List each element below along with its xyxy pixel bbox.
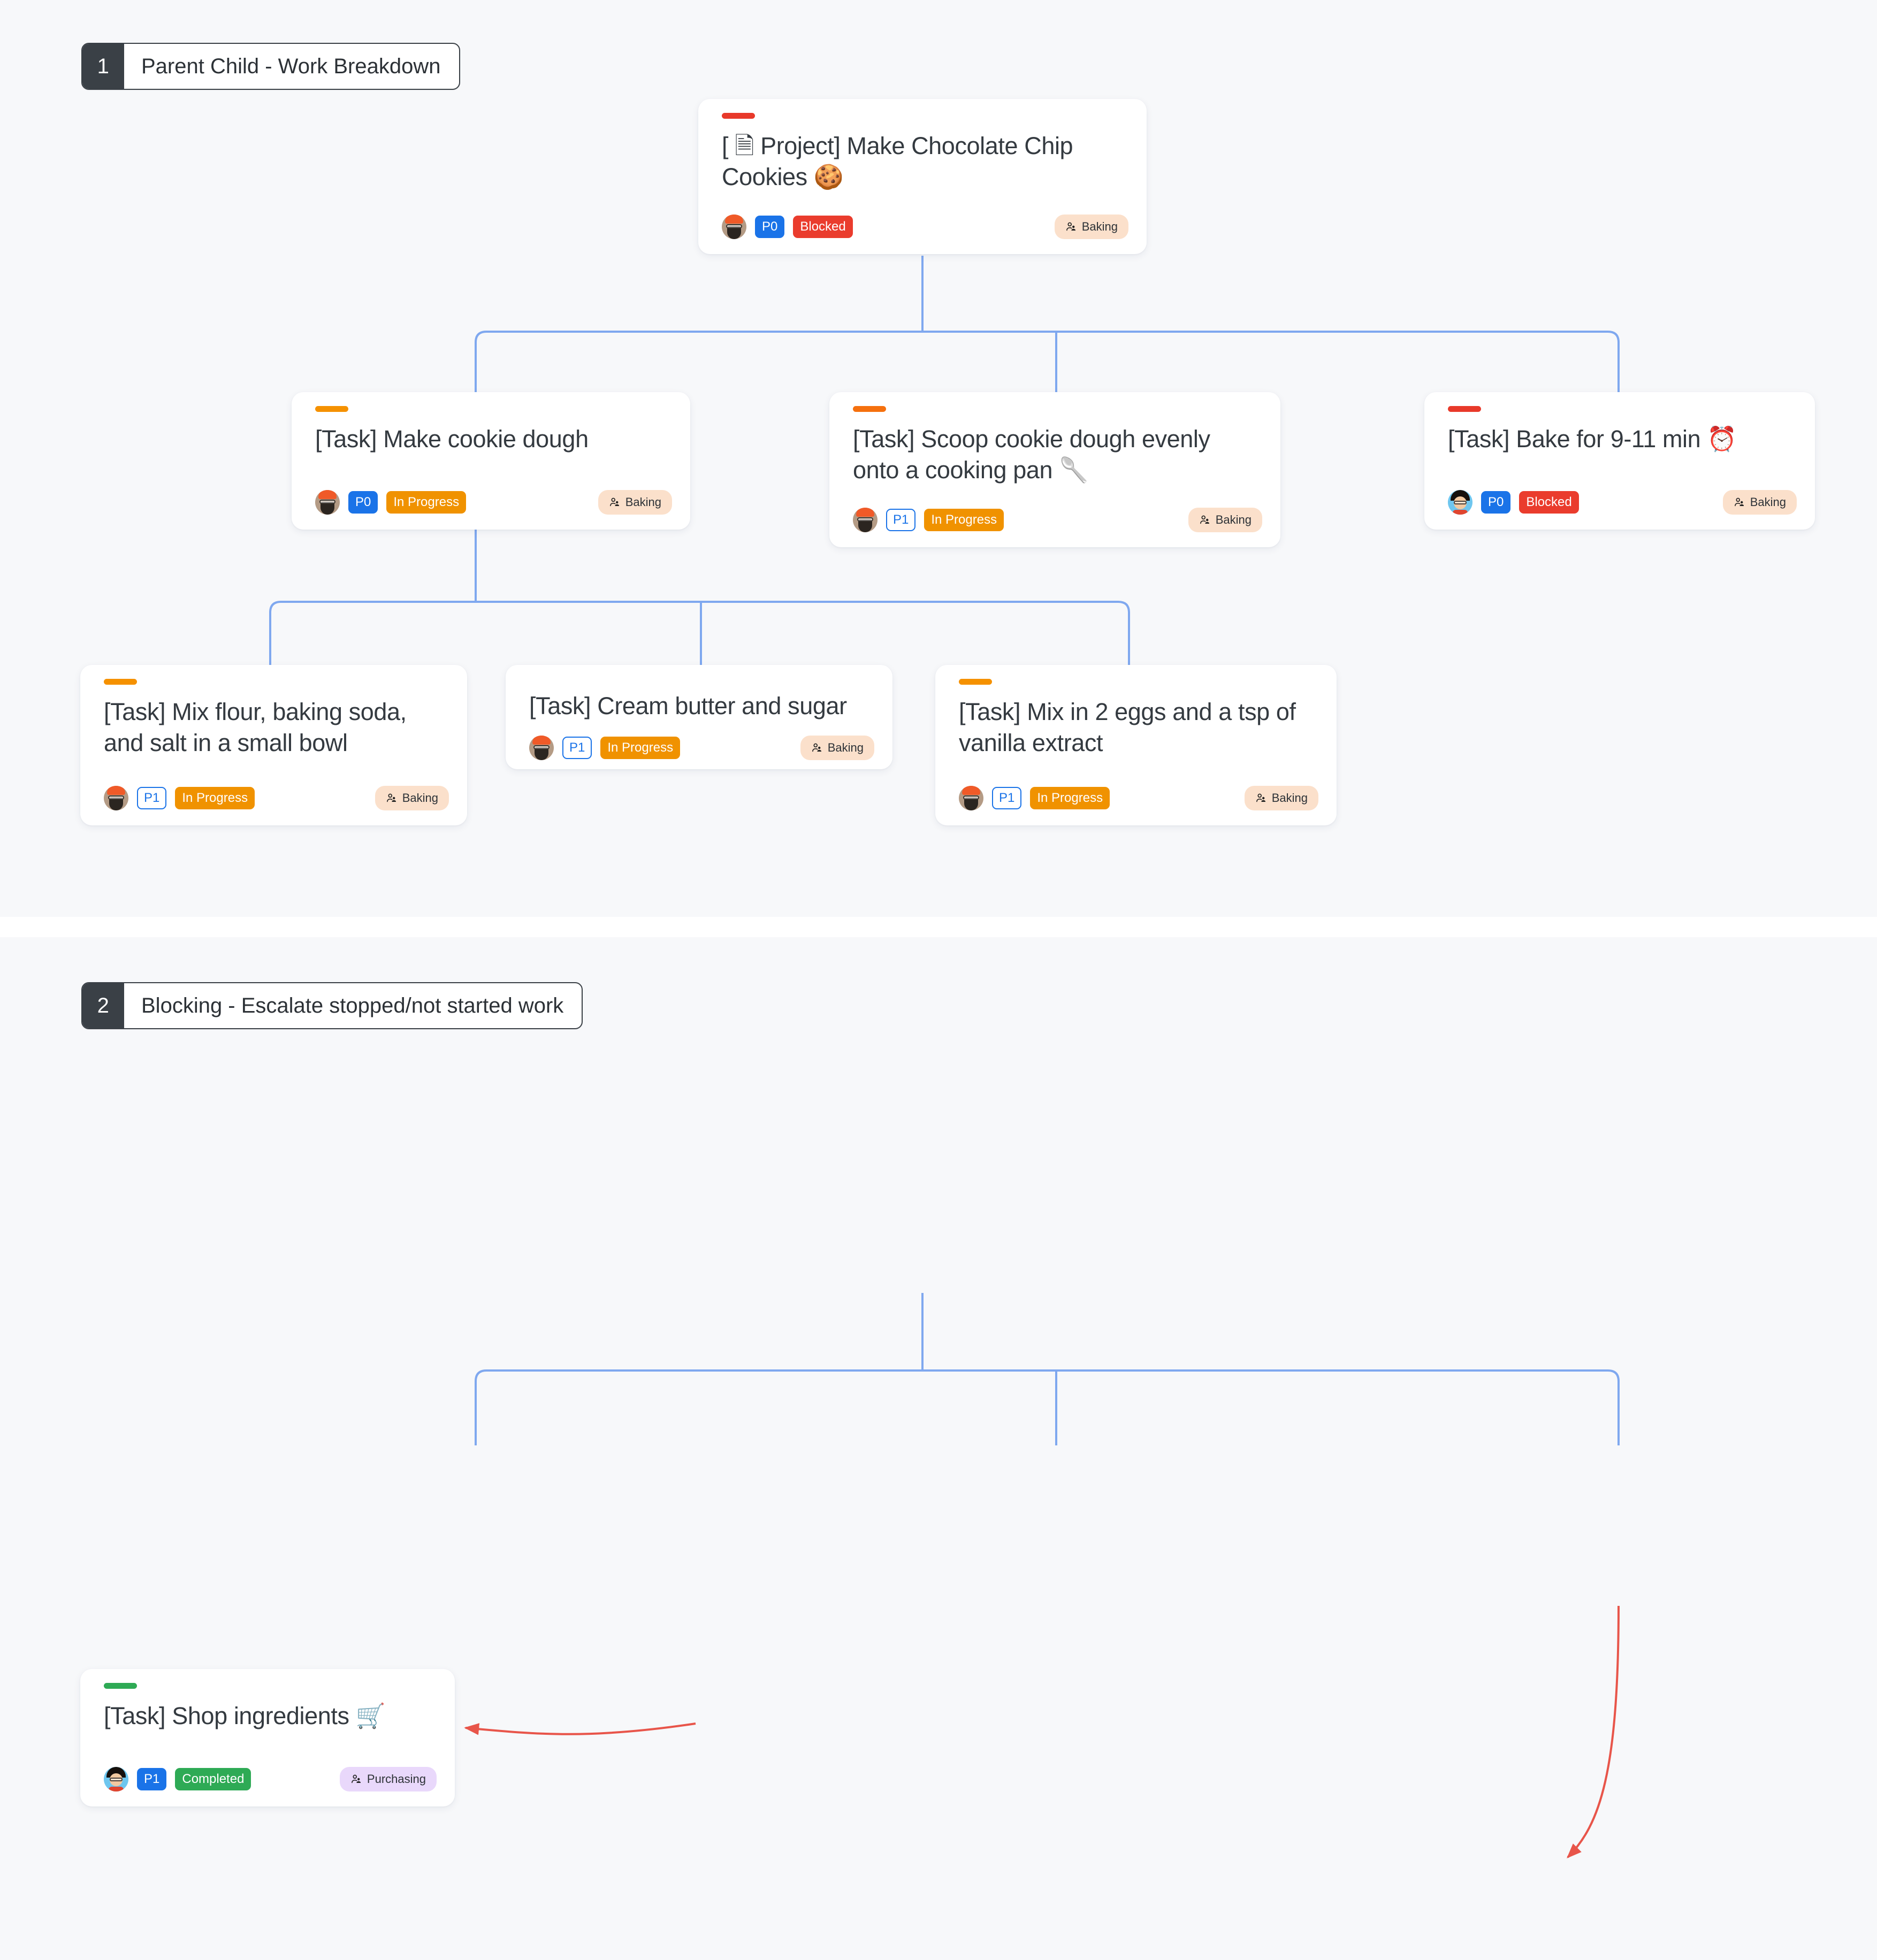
card-type-bar [853, 406, 886, 412]
card-meta: P1 In Progress Baking [853, 489, 1262, 532]
card-title: [Task] Cream butter and sugar [529, 692, 847, 719]
card-title: [Task] Scoop cookie dough evenly onto a … [853, 425, 1210, 484]
card-meta: P1 In Progress Baking [959, 768, 1318, 810]
section-1-header: 1 Parent Child - Work Breakdown [81, 43, 460, 90]
card-meta: P0 In Progress Baking [315, 472, 672, 515]
card-type-bar [722, 113, 755, 119]
priority-badge[interactable]: P1 [137, 1768, 167, 1790]
team-tag-label: Purchasing [367, 1772, 426, 1786]
card-title: [ 🗎 Project] Make Chocolate Chip Cookies… [722, 132, 1073, 190]
status-badge[interactable]: In Progress [924, 509, 1004, 531]
priority-badge[interactable]: P1 [992, 787, 1022, 809]
priority-badge[interactable]: P0 [348, 491, 378, 514]
priority-badge[interactable]: P1 [137, 787, 167, 809]
status-badge[interactable]: Blocked [793, 216, 853, 238]
card-meta: P1 Completed Purchasing [104, 1749, 437, 1791]
avatar [529, 735, 554, 760]
section-parent-child: 1 Parent Child - Work Breakdown [ 🗎 Proj… [0, 0, 1877, 917]
team-tag[interactable]: Baking [1188, 508, 1262, 532]
section-2-number: 2 [82, 983, 124, 1028]
status-badge[interactable]: Completed [175, 1768, 251, 1790]
card-title: [Task] Mix flour, baking soda, and salt … [104, 698, 407, 756]
card-scoop-cookie-dough[interactable]: [Task] Scoop cookie dough evenly onto a … [829, 392, 1280, 547]
card-meta: P1 In Progress Baking [529, 725, 874, 760]
avatar [1448, 490, 1472, 515]
team-tag[interactable]: Purchasing [339, 1767, 437, 1791]
card-type-bar [104, 679, 137, 685]
team-tag[interactable]: Baking [1722, 490, 1797, 515]
people-icon [812, 743, 821, 752]
status-badge[interactable]: In Progress [600, 736, 681, 759]
card-mix-eggs[interactable]: [Task] Mix in 2 eggs and a tsp of vanill… [935, 665, 1337, 825]
priority-badge[interactable]: P1 [886, 509, 916, 531]
card-title: [Task] Make cookie dough [315, 425, 589, 453]
team-tag-label: Baking [625, 495, 661, 509]
card-title: [Task] Shop ingredients 🛒 [104, 1702, 386, 1729]
status-badge[interactable]: In Progress [386, 491, 467, 514]
section-1-number: 1 [82, 44, 124, 89]
avatar [104, 786, 128, 810]
priority-badge[interactable]: P1 [562, 736, 592, 759]
avatar [722, 215, 746, 239]
avatar [315, 490, 340, 515]
people-icon [352, 1774, 361, 1783]
team-tag-label: Baking [402, 791, 438, 805]
people-icon [1256, 793, 1265, 802]
status-badge[interactable]: In Progress [1030, 787, 1110, 809]
team-tag-label: Baking [1215, 513, 1252, 526]
team-tag[interactable]: Baking [800, 735, 874, 760]
status-badge[interactable]: Blocked [1519, 491, 1579, 514]
card-type-bar [959, 679, 992, 685]
team-tag-label: Baking [827, 740, 864, 754]
card-title: [Task] Mix in 2 eggs and a tsp of vanill… [959, 698, 1296, 756]
team-tag[interactable]: Baking [1054, 215, 1128, 239]
people-icon [1200, 515, 1209, 524]
team-tag-label: Baking [1081, 220, 1118, 233]
card-bake[interactable]: [Task] Bake for 9-11 min ⏰ P0 Blocked Ba… [1424, 392, 1815, 530]
team-tag-label: Baking [1271, 791, 1308, 805]
team-tag[interactable]: Baking [1244, 786, 1318, 810]
priority-badge[interactable]: P0 [1481, 491, 1511, 514]
team-tag-label: Baking [1750, 495, 1786, 509]
card-cream-butter[interactable]: [Task] Cream butter and sugar P1 In Prog… [506, 665, 892, 769]
section-2-title: Blocking - Escalate stopped/not started … [141, 993, 564, 1017]
status-badge[interactable]: In Progress [175, 787, 255, 809]
card-shop-ingredients[interactable]: [Task] Shop ingredients 🛒 P1 Completed P… [80, 1669, 455, 1806]
card-type-bar [1448, 406, 1481, 412]
card-make-cookie-dough[interactable]: [Task] Make cookie dough P0 In Progress … [292, 392, 690, 530]
avatar [853, 508, 878, 532]
people-icon [386, 793, 396, 802]
card-meta: P0 Blocked Baking [1448, 472, 1797, 515]
card-project[interactable]: [ 🗎 Project] Make Chocolate Chip Cookies… [698, 99, 1147, 254]
people-icon [1734, 497, 1744, 507]
section-blocking: 2 Blocking - Escalate stopped/not starte… [0, 937, 1877, 1960]
card-type-bar [315, 406, 348, 412]
card-meta: P0 Blocked Baking [722, 196, 1128, 239]
avatar [104, 1767, 128, 1791]
section-2-header: 2 Blocking - Escalate stopped/not starte… [81, 982, 583, 1029]
people-icon [1066, 222, 1075, 231]
team-tag[interactable]: Baking [375, 786, 449, 810]
avatar [959, 786, 983, 810]
card-meta: P1 In Progress Baking [104, 768, 449, 810]
people-icon [609, 497, 619, 507]
card-type-bar [104, 1683, 137, 1689]
section-1-title: Parent Child - Work Breakdown [141, 54, 441, 78]
section2-connectors [464, 1293, 1620, 1858]
team-tag[interactable]: Baking [598, 490, 672, 515]
priority-badge[interactable]: P0 [755, 216, 785, 238]
card-title: [Task] Bake for 9-11 min ⏰ [1448, 425, 1737, 453]
card-mix-flour[interactable]: [Task] Mix flour, baking soda, and salt … [80, 665, 467, 825]
